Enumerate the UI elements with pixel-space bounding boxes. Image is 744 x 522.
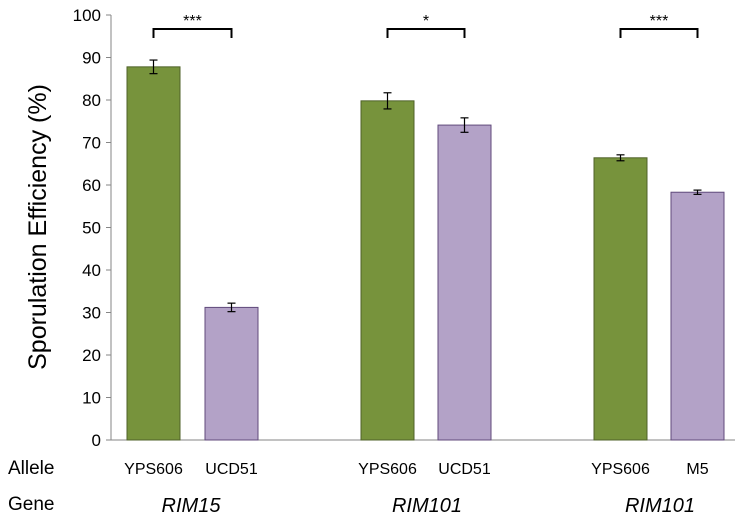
y-tick-label: 10 xyxy=(82,389,101,408)
gene-row-label: Gene xyxy=(8,494,54,515)
significance-bracket xyxy=(619,28,699,38)
allele-label: UCD51 xyxy=(205,461,258,478)
allele-label: UCD51 xyxy=(438,461,491,478)
bar xyxy=(126,66,181,441)
significance-label: *** xyxy=(183,13,202,30)
y-tick-label: 90 xyxy=(82,49,101,68)
bar xyxy=(437,124,492,441)
x-labels: YPS606 UCD51 RIM15 YPS606 UCD51 RIM101 YPS606 M… xyxy=(124,461,709,517)
gene-label: RIM101 xyxy=(392,495,462,517)
gene-label: RIM15 xyxy=(162,495,222,517)
allele-row-label: Allele xyxy=(8,458,54,479)
bars xyxy=(126,59,725,441)
significance-brackets: *** * *** xyxy=(152,13,699,38)
y-tick-label: 70 xyxy=(82,134,101,153)
significance-bracket xyxy=(386,28,466,38)
significance-label: * xyxy=(423,13,429,30)
y-tick-label: 30 xyxy=(82,304,101,323)
bar xyxy=(360,100,415,441)
bar xyxy=(670,191,725,441)
significance-bracket xyxy=(152,28,233,38)
allele-label: YPS606 xyxy=(124,461,183,478)
y-tick-label: 100 xyxy=(73,6,101,25)
y-tick-label: 40 xyxy=(82,261,101,280)
allele-label: YPS606 xyxy=(591,461,650,478)
allele-label: M5 xyxy=(686,461,708,478)
bar xyxy=(204,306,259,441)
allele-label: YPS606 xyxy=(358,461,417,478)
y-axis: 0 10 20 30 40 50 60 70 80 90 100 xyxy=(73,6,735,450)
y-tick-label: 20 xyxy=(82,346,101,365)
gene-label: RIM101 xyxy=(625,495,695,517)
bar xyxy=(593,157,648,441)
y-tick-label: 0 xyxy=(92,431,101,450)
y-axis-label: Sporulation Efficiency (%) xyxy=(24,84,52,370)
significance-label: *** xyxy=(650,13,669,30)
y-tick-label: 80 xyxy=(82,91,101,110)
y-tick-label: 60 xyxy=(82,176,101,195)
y-tick-label: 50 xyxy=(82,219,101,238)
